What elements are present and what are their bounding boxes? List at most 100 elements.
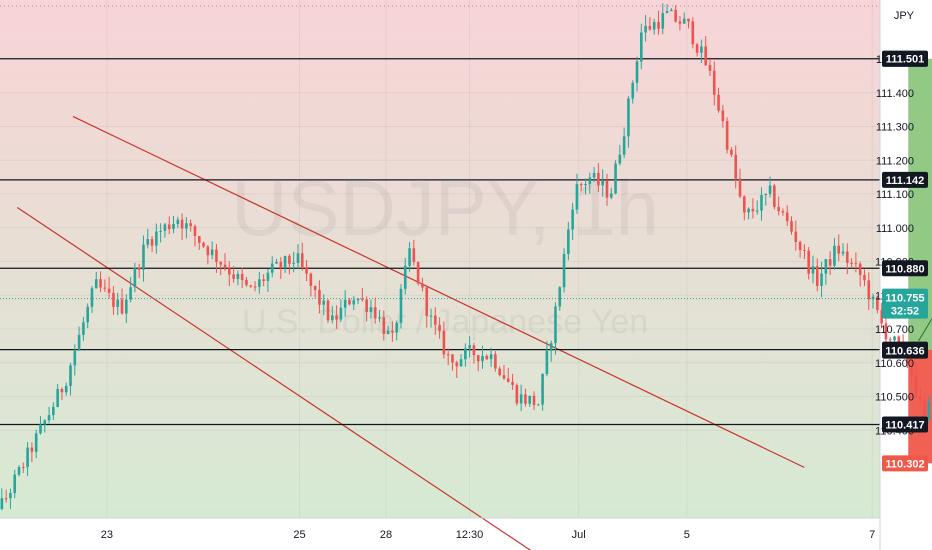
candle-body — [820, 273, 823, 286]
candle-body — [511, 381, 514, 385]
candle-body — [781, 211, 785, 213]
candle — [674, 5, 677, 23]
candle — [743, 195, 746, 221]
candle — [270, 256, 274, 278]
level-price-box[interactable]: 110.417 — [882, 416, 928, 433]
candle-body — [197, 236, 201, 243]
candle — [395, 320, 398, 341]
candle — [47, 406, 51, 424]
candle-body — [481, 355, 484, 362]
candle-body — [592, 172, 596, 178]
candle-body — [434, 315, 437, 325]
candle-body — [468, 345, 471, 349]
extra-price-box[interactable]: 111.501 — [882, 50, 928, 67]
candle — [361, 288, 364, 302]
candle — [292, 251, 295, 273]
candle-body — [180, 219, 184, 229]
candle — [858, 261, 862, 287]
candle-body — [60, 389, 64, 393]
candle — [373, 297, 377, 324]
candle-body — [296, 253, 300, 263]
candle — [167, 216, 171, 235]
candle — [485, 354, 489, 361]
candle — [34, 429, 38, 459]
price-box-bg — [882, 455, 928, 472]
candle — [824, 259, 828, 285]
candle-body — [0, 498, 4, 509]
candle-body — [270, 263, 274, 273]
level-price-box[interactable]: 110.880 — [882, 260, 928, 277]
candle — [871, 293, 875, 309]
candle — [434, 307, 437, 335]
candle-body — [876, 296, 879, 311]
candle-body — [622, 136, 626, 155]
candle — [43, 419, 47, 433]
candle — [9, 488, 12, 510]
candle — [468, 336, 471, 358]
candle — [691, 17, 695, 49]
level-price-box[interactable]: 111.142 — [882, 171, 928, 188]
candle-body — [833, 245, 836, 266]
candle-body — [498, 368, 501, 376]
channel-upper-line[interactable] — [72, 115, 805, 468]
candle-body — [43, 420, 47, 425]
candle-body — [369, 307, 373, 313]
extra-price-box[interactable]: 110.302 — [882, 455, 928, 472]
candle-body — [635, 61, 639, 83]
candle — [56, 383, 59, 408]
candle — [386, 325, 390, 335]
horizontal-levels[interactable] — [0, 58, 880, 426]
candle-body — [785, 212, 789, 222]
candle-body — [185, 223, 188, 229]
candle-body — [502, 375, 506, 379]
candle — [751, 198, 755, 219]
candle-body — [455, 362, 459, 367]
price-axis[interactable]: 111.500111.400111.300111.200111.100111.0… — [875, 50, 928, 472]
candle — [682, 12, 686, 24]
extra-price-box[interactable]: 110.636 — [882, 342, 928, 359]
candle-body — [790, 221, 793, 232]
candle — [502, 365, 506, 380]
price-box-bg — [882, 171, 928, 188]
candle-body — [717, 94, 720, 111]
time-axis-background — [0, 518, 880, 550]
candle-body — [515, 384, 519, 404]
candle — [343, 290, 347, 317]
candle — [185, 217, 188, 239]
candle-body — [472, 345, 476, 356]
candle-body — [300, 253, 304, 268]
descending-channel[interactable] — [16, 115, 805, 550]
channel-lower-line[interactable] — [16, 207, 553, 550]
candle-body — [313, 285, 317, 291]
candle — [155, 223, 158, 254]
target-zone[interactable] — [908, 58, 932, 350]
candle — [99, 271, 102, 293]
candle-body — [425, 287, 429, 317]
candle-body — [90, 288, 94, 307]
candle — [558, 286, 562, 311]
candle — [910, 358, 913, 386]
candle — [442, 321, 446, 359]
candle-body — [142, 244, 145, 270]
candle — [451, 354, 454, 371]
candle-body — [657, 21, 660, 29]
candle — [193, 224, 197, 247]
candle-body — [674, 9, 677, 22]
price-box-label: 110.302 — [885, 458, 924, 470]
candle — [86, 303, 89, 329]
candle-body — [597, 172, 600, 186]
candle-body — [236, 273, 240, 279]
candle — [73, 344, 77, 376]
candle — [146, 228, 150, 249]
candle-body — [584, 184, 587, 186]
price-tick-label: 111.000 — [876, 223, 914, 235]
candle — [837, 234, 841, 262]
candle-body — [743, 196, 746, 213]
candle — [506, 367, 510, 383]
candle — [416, 261, 420, 286]
candle-body — [159, 230, 162, 232]
time-tick-label: 23 — [101, 529, 113, 541]
candle — [622, 127, 626, 159]
